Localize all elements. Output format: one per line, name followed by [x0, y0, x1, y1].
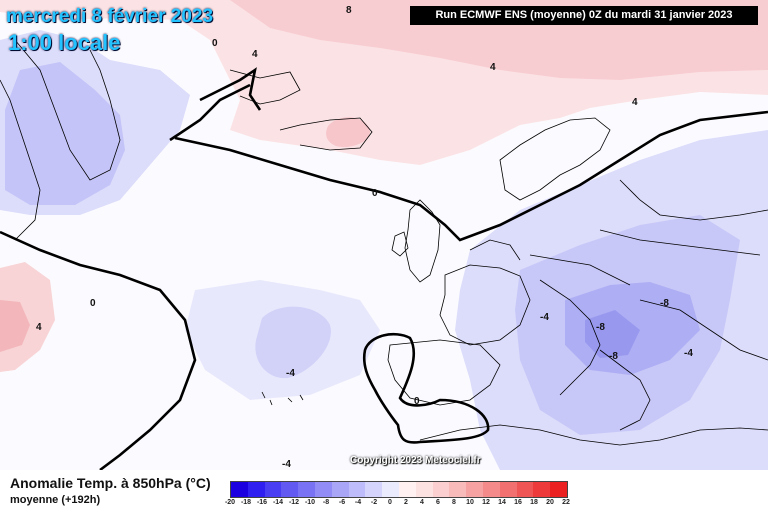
zero-contour-iberia — [362, 333, 490, 444]
legend-tick-label: -4 — [354, 499, 362, 506]
variable-title: Anomalie Temp. à 850hPa (°C) — [10, 475, 211, 491]
legend-tick-label: 18 — [530, 499, 538, 506]
contour-label: 4 — [252, 49, 258, 60]
legend-tick-label: 8 — [452, 499, 456, 506]
legend-tick-label: 10 — [466, 499, 474, 506]
forecast-time: 1:00 locale — [8, 30, 121, 55]
legend-swatch — [348, 482, 366, 497]
legend-swatch — [231, 482, 248, 497]
legend-tick-label: -16 — [256, 499, 268, 506]
contour-label: 4 — [490, 62, 496, 73]
legend-tick-label: -2 — [370, 499, 378, 506]
contour-label: -4 — [282, 459, 291, 470]
contour-label: -8 — [609, 351, 618, 362]
legend-tick-label: 6 — [436, 499, 440, 506]
legend-swatch — [449, 482, 467, 497]
legend-tick-label: 2 — [404, 499, 408, 506]
legend-swatch — [482, 482, 500, 497]
zero-contour-west — [0, 230, 197, 470]
legend-tick-label: -14 — [272, 499, 284, 506]
contour-labels: 8 0 4 4 4 0 0 4 -4 0 -4 -8 -8 -4 -4 -8 — [36, 5, 693, 470]
contour-label: -8 — [596, 322, 605, 333]
contour-label: 0 — [90, 298, 96, 309]
legend-tick-label: -10 — [304, 499, 316, 506]
zero-contour-main — [169, 83, 768, 242]
cold-anomaly-greenland-core — [5, 62, 125, 205]
legend-tick-label: -6 — [338, 499, 346, 506]
legend-footer: Anomalie Temp. à 850hPa (°C) moyenne (+1… — [0, 470, 768, 512]
legend-tick-label: 4 — [420, 499, 424, 506]
zero-contour-greenland — [199, 67, 262, 111]
temperature-anomaly-map: 8 0 4 4 4 0 0 4 -4 0 -4 -8 -8 -4 -4 -8 — [0, 0, 768, 470]
legend-swatch — [247, 482, 265, 497]
run-banner: Run ECMWF ENS (moyenne) 0Z du mardi 31 j… — [410, 6, 758, 25]
legend-tick-label: -18 — [240, 499, 252, 506]
coastlines — [0, 39, 768, 446]
warm-anomaly-west-core — [0, 300, 30, 352]
legend-swatch — [382, 482, 399, 497]
legend-tick-label: 20 — [546, 499, 554, 506]
cold-anomaly-azores — [255, 306, 331, 379]
variable-subtitle: moyenne (+192h) — [10, 494, 101, 506]
forecast-date: mercredi 8 février 2023 — [6, 6, 214, 27]
legend-tick-label: 14 — [498, 499, 506, 506]
legend-swatch — [550, 482, 567, 497]
legend-swatch — [499, 482, 517, 497]
contour-label: -8 — [660, 298, 669, 309]
legend-swatch — [415, 482, 433, 497]
contour-label: 0 — [212, 38, 218, 49]
legend-swatch — [533, 482, 551, 497]
legend-swatch — [314, 482, 332, 497]
contour-label: 4 — [36, 322, 42, 333]
contour-label: -4 — [286, 368, 295, 379]
legend-tick-label: -8 — [322, 499, 330, 506]
legend-swatch — [264, 482, 282, 497]
legend-swatch — [432, 482, 450, 497]
contour-label: -4 — [684, 348, 693, 359]
color-scale-bar — [230, 481, 568, 498]
copyright: Copyright 2023 Meteociel.fr — [350, 455, 481, 466]
legend-tick-label: -12 — [288, 499, 300, 506]
legend-swatch — [331, 482, 349, 497]
legend-tick-label: 12 — [482, 499, 490, 506]
legend-tick-label: -20 — [224, 499, 236, 506]
legend-tick-label: 16 — [514, 499, 522, 506]
legend-tick-label: 0 — [388, 499, 392, 506]
legend-swatch — [298, 482, 315, 497]
legend-tick-label: 22 — [562, 499, 570, 506]
legend-swatch — [281, 482, 299, 497]
contour-label: 0 — [372, 188, 378, 199]
cold-anomaly-balkans-core — [585, 310, 640, 358]
legend-swatch — [398, 482, 416, 497]
legend-swatch — [365, 482, 383, 497]
warm-anomaly-iceland — [326, 117, 371, 148]
contour-label: -4 — [540, 312, 549, 323]
color-scale-ticks: -20 -18 -16 -14 -12 -10 -8 -6 -4 -2 0 2 4 6 8 10 12 14 16 1… — [225, 499, 570, 511]
legend-swatch — [516, 482, 534, 497]
contour-label: 8 — [346, 5, 352, 16]
contour-label: 4 — [632, 97, 638, 108]
contour-label: 0 — [414, 396, 420, 407]
legend-swatch — [466, 482, 483, 497]
